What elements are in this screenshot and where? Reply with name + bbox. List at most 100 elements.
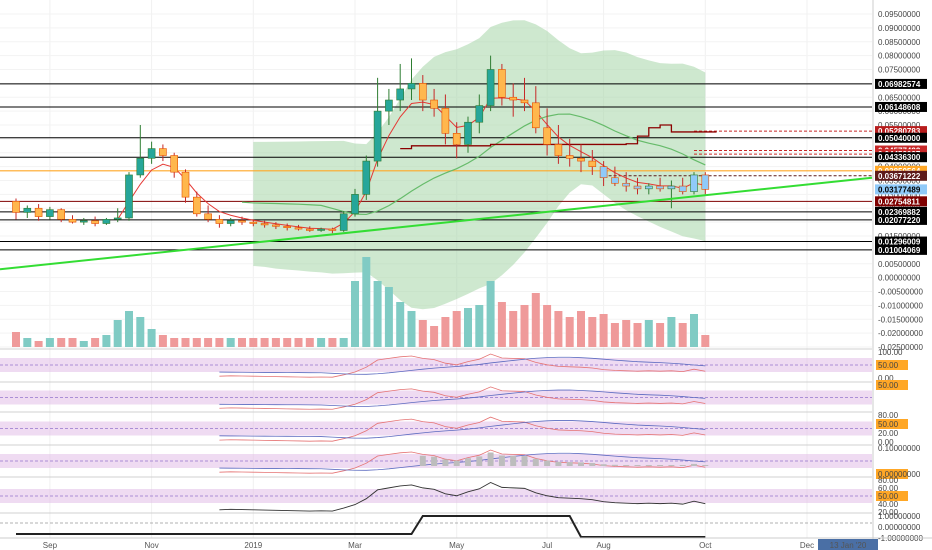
- candle: [317, 227, 325, 232]
- candle: [418, 75, 427, 112]
- price-tag: 0.03671222: [875, 170, 927, 181]
- candle-body: [68, 219, 77, 223]
- histogram-bar: [623, 465, 630, 466]
- candle-body: [272, 224, 280, 227]
- volume-bar: [464, 308, 472, 347]
- candle-body: [509, 96, 518, 101]
- price-tag-bg: [875, 206, 927, 217]
- price-tag-label: 0.02369882: [878, 208, 921, 217]
- candle-body: [136, 158, 145, 176]
- candle: [577, 144, 585, 173]
- candle-body: [125, 174, 133, 219]
- indicator-panel-1: 50.00: [0, 380, 908, 410]
- price-tick-label: 0.07500000: [878, 66, 921, 75]
- panel-level-tag: [876, 360, 908, 370]
- volume-bar: [204, 338, 213, 347]
- panel-level-label: 0.00: [878, 438, 894, 447]
- candle-body: [690, 174, 698, 192]
- price-tag-label: 0.06148608: [878, 103, 921, 112]
- panel-level-label: 80.00: [878, 411, 899, 420]
- volume-bar: [656, 323, 665, 347]
- price-tag: 0.04336300: [875, 152, 927, 163]
- candle-body: [317, 228, 325, 231]
- price-tag-bg: [875, 78, 927, 89]
- price-tag-bg: [875, 132, 927, 143]
- candle: [57, 208, 66, 223]
- volume-bar: [690, 314, 698, 347]
- candle-body: [520, 99, 529, 104]
- histogram-bar: [702, 465, 709, 466]
- price-tag-label: 0.03177489: [878, 185, 921, 194]
- candle-body: [23, 207, 32, 213]
- histogram-bar: [453, 460, 460, 466]
- price-tick-label: 0.03500000: [878, 177, 921, 186]
- candle: [599, 161, 608, 187]
- candle: [34, 204, 43, 221]
- oscillator-main: [219, 452, 706, 471]
- volume-bar: [68, 338, 77, 347]
- crosshair-date-tag: [818, 539, 878, 550]
- candle: [136, 125, 145, 178]
- candle-body: [667, 185, 676, 190]
- candle: [351, 188, 359, 217]
- volume-bar: [610, 323, 619, 347]
- candle-body: [633, 185, 642, 190]
- time-tick-label: Oct: [699, 541, 712, 550]
- price-tag-label: 0.05280783: [878, 127, 921, 136]
- trendline[interactable]: [0, 176, 873, 271]
- candle: [204, 205, 212, 223]
- price-tick-label: 0.01500000: [878, 232, 921, 241]
- candle-body: [80, 220, 88, 223]
- volume-bar: [238, 338, 246, 347]
- candle: [701, 172, 710, 195]
- price-tag-bg: [875, 184, 927, 195]
- candle-body: [102, 219, 111, 224]
- candle: [498, 63, 506, 106]
- oscillator-main: [219, 389, 706, 407]
- volume-bar: [452, 311, 461, 347]
- price-tag-label: 0.01296009: [878, 238, 921, 247]
- time-axis[interactable]: Sep Nov 2019 Mar May Jul Aug Oct Dec 13 Jan '20: [0, 537, 932, 550]
- candle-body: [577, 158, 585, 162]
- oscillator-main: [219, 420, 706, 439]
- candle-body: [339, 213, 348, 231]
- volume-bar: [170, 338, 179, 347]
- candle: [430, 88, 438, 117]
- histogram-bar: [691, 463, 697, 466]
- candle-body: [113, 217, 122, 220]
- volume-bars: [12, 257, 710, 347]
- histogram-bar: [589, 463, 596, 466]
- candle: [678, 177, 687, 195]
- price-tag: 0.01296009: [875, 236, 927, 247]
- time-tick-label: Jul: [542, 541, 552, 550]
- volume-bar: [147, 329, 156, 347]
- candle: [68, 215, 77, 224]
- candle-body: [644, 185, 653, 190]
- kijun-line: [400, 124, 717, 150]
- candle: [113, 208, 122, 223]
- candle: [611, 166, 619, 187]
- histogram-bar: [510, 455, 517, 466]
- candle-body: [147, 148, 156, 159]
- price-tick-label: 0.00500000: [878, 260, 921, 269]
- volume-bar: [430, 326, 439, 347]
- price-tag-bg: [875, 170, 927, 181]
- volume-bar: [441, 317, 450, 347]
- candle-body: [430, 99, 438, 109]
- candle-body: [498, 69, 506, 98]
- volume-bar: [125, 311, 133, 347]
- price-tag: 0.02369882: [875, 206, 927, 217]
- time-tick-label: Mar: [348, 541, 362, 550]
- support-trendline: [0, 176, 873, 271]
- price-tag: 0.06148608: [875, 101, 927, 112]
- panel-level-label: 50.00: [878, 361, 899, 370]
- candle-body: [656, 185, 664, 190]
- volume-bar: [45, 338, 54, 347]
- candle-body: [554, 144, 563, 156]
- volume-bar: [271, 338, 280, 347]
- candle: [226, 217, 235, 227]
- candle: [667, 180, 676, 209]
- price-tick-label: 0.08500000: [878, 38, 921, 47]
